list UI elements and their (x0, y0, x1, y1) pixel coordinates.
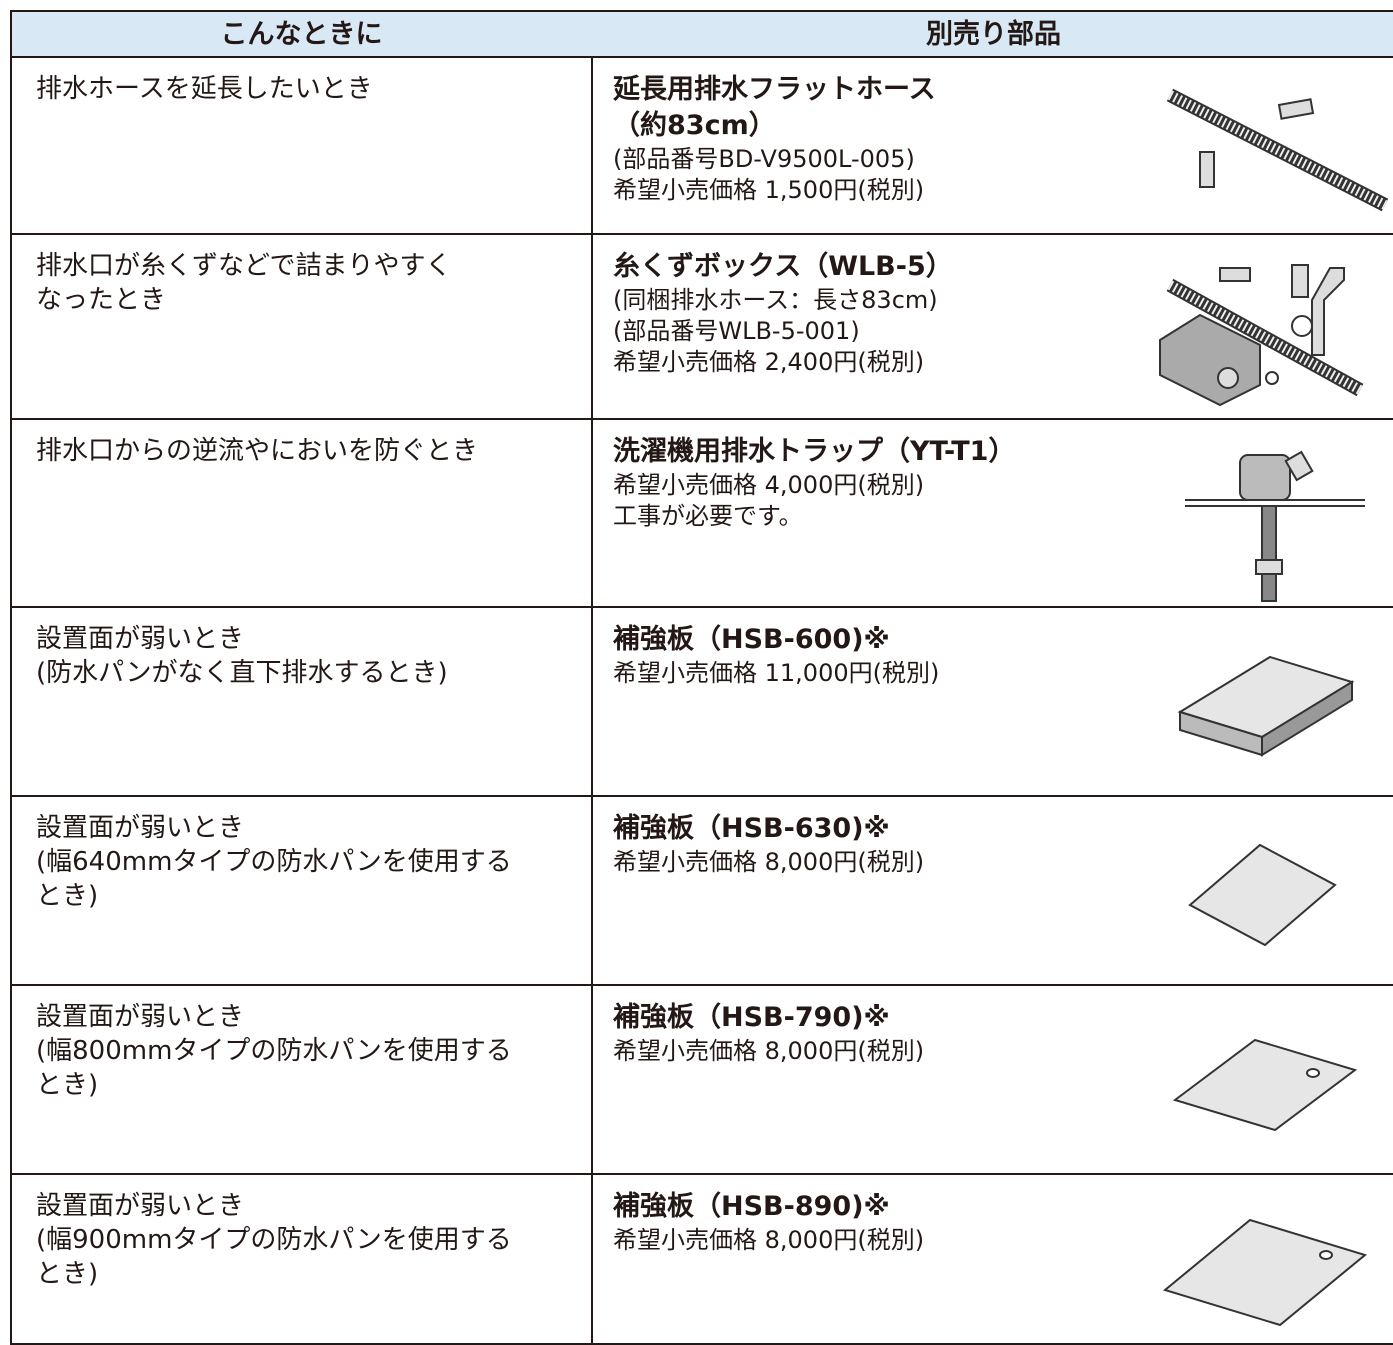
situation-line: (幅900mmタイプの防水パンを使用する (36, 1225, 512, 1255)
part-name: 補強板（HSB-600)※ (613, 624, 890, 655)
part-cell: 補強板（HSB-790)※ 希望小売価格 8,000円(税別) (591, 986, 1393, 1175)
part-detail: (同梱排水ホース：長さ83cm) (613, 286, 938, 314)
part-name: 延長用排水フラットホース (613, 74, 936, 105)
part-detail: 希望小売価格 11,000円(税別) (613, 659, 940, 687)
situation-cell: 排水口からの逆流やにおいを防ぐとき (10, 420, 593, 608)
part-cell: 洗濯機用排水トラップ（YT-T1） 希望小売価格 4,000円(税別) 工事が必要で… (591, 420, 1393, 608)
part-cell: 延長用排水フラットホース （約83cm） (部品番号BD-V9500L-005) 希望… (591, 58, 1393, 235)
situation-line: (防水パンがなく直下排水するとき) (36, 658, 448, 688)
part-detail: (部品番号BD-V9500L-005) (613, 145, 915, 173)
hose-illustration (1166, 88, 1389, 212)
situation-line: 排水ホースを延長したいとき (36, 74, 373, 104)
part-name: 補強板（HSB-890)※ (613, 1191, 890, 1222)
situation-cell: 排水ホースを延長したいとき (10, 58, 593, 235)
situation-line: (幅640mmタイプの防水パンを使用する (36, 847, 512, 877)
part-name: 補強板（HSB-630)※ (613, 813, 890, 844)
situation-line: 設置面が弱いとき (36, 1002, 245, 1032)
part-detail: 希望小売価格 8,000円(税別) (613, 1226, 925, 1254)
plate-890-illustration (1162, 1218, 1368, 1327)
header-cell: こんなときに (10, 10, 593, 58)
situation-line: 設置面が弱いとき (36, 1191, 245, 1221)
lint-box-illustration (1159, 264, 1364, 407)
part-cell: 補強板（HSB-600)※ 希望小売価格 11,000円(税別) (591, 608, 1393, 797)
situation-line: 排水口が糸くずなどで詰まりやすく (36, 251, 452, 281)
situation-cell: 排水口が糸くずなどで詰まりやすく なったとき (10, 235, 593, 420)
situation-line: とき) (36, 1070, 99, 1100)
plate-600-illustration (1177, 655, 1355, 757)
part-detail: 希望小売価格 8,000円(税別) (613, 848, 925, 876)
situation-line: (幅800mmタイプの防水パンを使用する (36, 1036, 512, 1066)
part-detail: 希望小売価格 4,000円(税別) (613, 471, 925, 499)
part-name: 糸くずボックス（WLB-5） (613, 251, 953, 282)
plate-630-illustration (1188, 843, 1337, 947)
part-name: 補強板（HSB-790)※ (613, 1002, 890, 1033)
situation-cell: 設置面が弱いとき (幅640mmタイプの防水パンを使用する とき) (10, 797, 593, 986)
plate-790-illustration (1172, 1038, 1358, 1132)
part-detail: 希望小売価格 1,500円(税別) (613, 176, 925, 204)
situation-cell: 設置面が弱いとき (幅800mmタイプの防水パンを使用する とき) (10, 986, 593, 1175)
trap-illustration (1185, 450, 1365, 602)
situation-line: 排水口からの逆流やにおいを防ぐとき (36, 436, 479, 466)
part-name: 洗濯機用排水トラップ（YT-T1） (613, 436, 1016, 467)
part-detail: 希望小売価格 8,000円(税別) (613, 1037, 925, 1065)
situation-line: 設置面が弱いとき (36, 624, 245, 654)
header-cell: 別売り部品 (591, 10, 1393, 58)
situation-line: とき) (36, 881, 99, 911)
situation-cell: 設置面が弱いとき (防水パンがなく直下排水するとき) (10, 608, 593, 797)
part-cell: 糸くずボックス（WLB-5） (同梱排水ホース：長さ83cm) (部品番号WLB-5… (591, 235, 1393, 420)
situation-line: 設置面が弱いとき (36, 813, 245, 843)
situation-line: なったとき (36, 285, 167, 315)
situation-line: とき) (36, 1259, 99, 1289)
part-detail: 希望小売価格 2,400円(税別) (613, 348, 925, 376)
part-cell: 補強板（HSB-630)※ 希望小売価格 8,000円(税別) (591, 797, 1393, 986)
part-detail: 工事が必要です。 (613, 502, 803, 530)
part-detail: (部品番号WLB-5-001) (613, 317, 860, 345)
part-name: （約83cm） (613, 110, 776, 141)
